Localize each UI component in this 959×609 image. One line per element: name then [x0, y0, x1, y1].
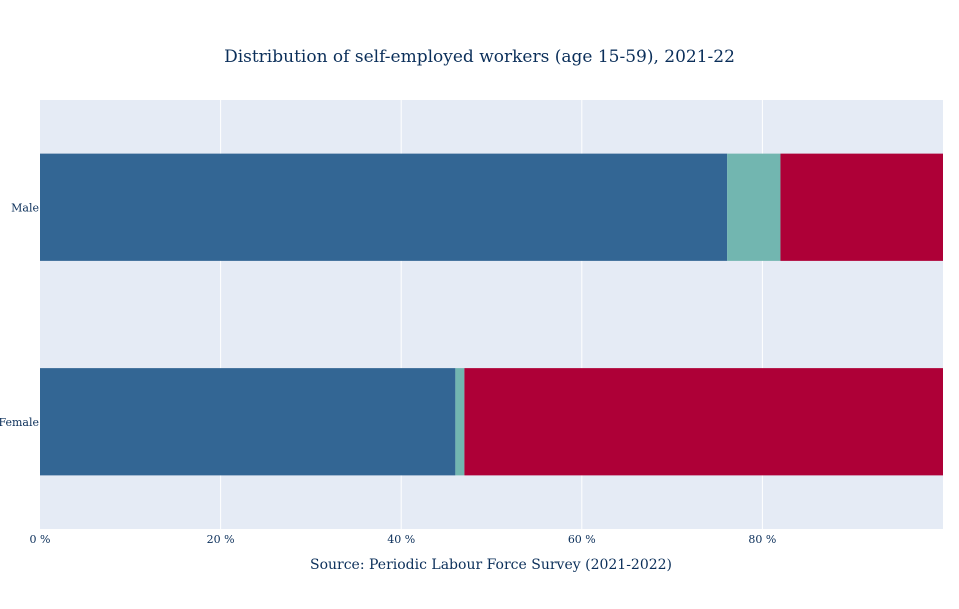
x-tick-label: 20 %	[207, 533, 235, 546]
chart-title: Distribution of self-employed workers (a…	[224, 47, 735, 67]
bar-male-series-3[interactable]	[780, 153, 943, 261]
x-axis-label: Source: Periodic Labour Force Survey (20…	[310, 557, 672, 573]
bar-male-series-2[interactable]	[727, 153, 781, 261]
y-tick-label: Female	[0, 416, 39, 429]
bar-male-series-1[interactable]	[40, 153, 728, 261]
x-axis-ticks: 0 % 20 % 40 % 60 % 80 %	[30, 533, 777, 546]
x-tick-label: 80 %	[748, 533, 776, 546]
x-tick-label: 60 %	[568, 533, 596, 546]
y-tick-label: Male	[11, 201, 39, 214]
bar-female-series-2[interactable]	[455, 368, 465, 476]
bar-female-series-3[interactable]	[464, 368, 943, 476]
bar-female-series-1[interactable]	[40, 368, 456, 476]
bars	[40, 153, 943, 476]
x-tick-label: 40 %	[387, 533, 415, 546]
y-axis-ticks: Male Female	[0, 201, 39, 429]
x-tick-label: 0 %	[30, 533, 51, 546]
